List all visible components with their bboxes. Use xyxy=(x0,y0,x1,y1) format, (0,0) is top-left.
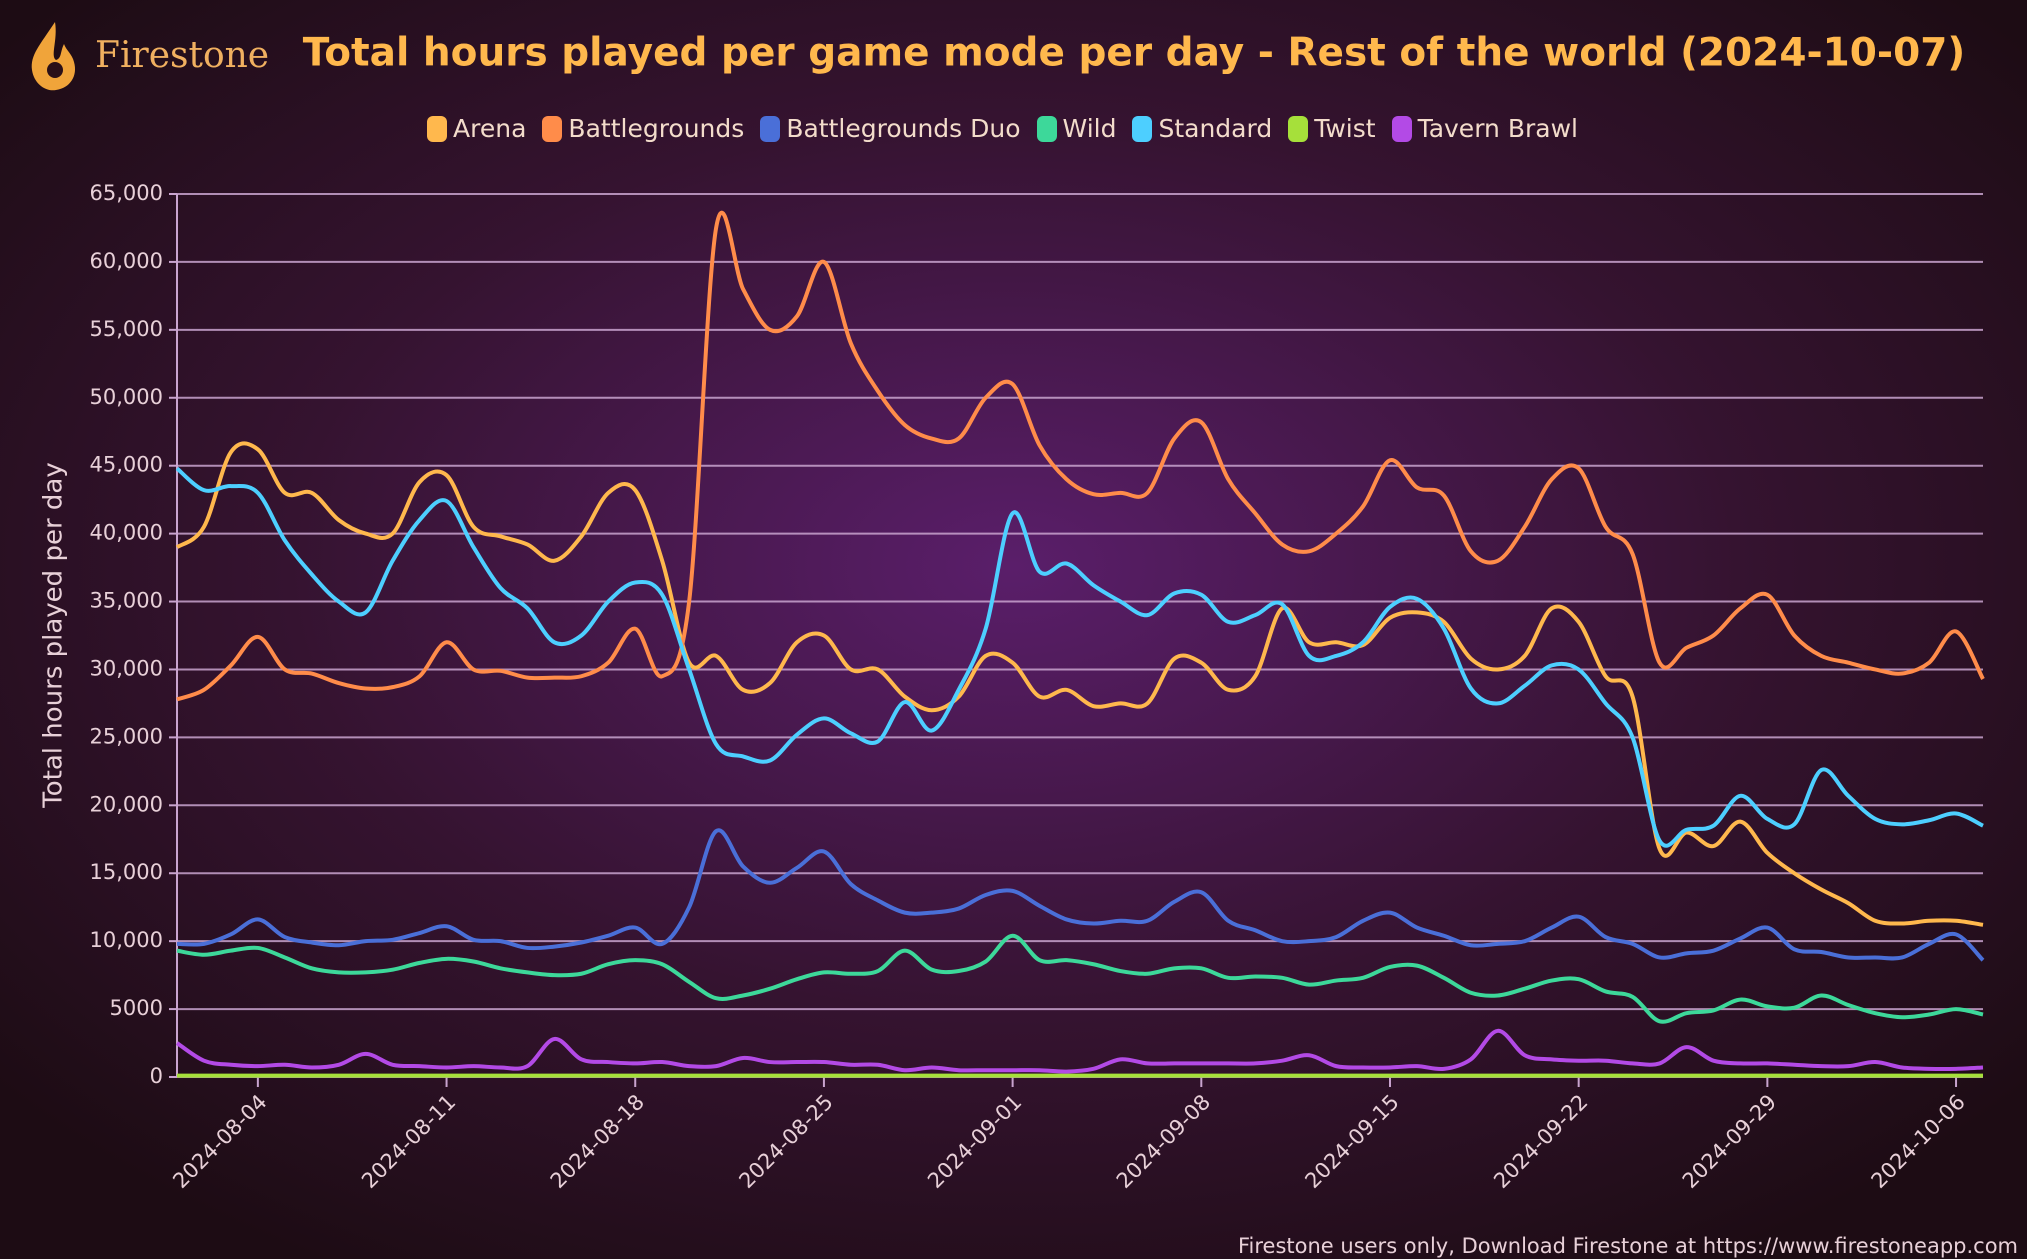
legend-label: Standard xyxy=(1158,114,1273,143)
series-line xyxy=(176,828,1985,962)
legend-swatch xyxy=(542,115,563,142)
y-tick-label: 35,000 xyxy=(90,589,163,613)
logo xyxy=(31,22,76,91)
series-line xyxy=(176,933,1984,1024)
series-line xyxy=(175,1028,1984,1074)
legend-item[interactable]: Tavern Brawl xyxy=(1391,114,1578,143)
y-tick-label: 0 xyxy=(150,1064,163,1088)
y-tick-label: 45,000 xyxy=(90,453,163,477)
footer: Firestone users only, Download Firestone… xyxy=(1238,1234,2018,1258)
y-tick-label: 15,000 xyxy=(90,860,163,884)
legend-label: Battlegrounds Duo xyxy=(786,114,1021,143)
y-tick-label: 65,000 xyxy=(90,181,163,205)
legend-swatch xyxy=(1132,115,1153,142)
y-tick-label: 25,000 xyxy=(90,724,163,748)
legend-swatch xyxy=(1288,115,1309,142)
legend-swatch xyxy=(1391,115,1412,142)
y-tick-label: 10,000 xyxy=(90,928,163,952)
legend-item[interactable]: Battlegrounds Duo xyxy=(760,114,1021,143)
y-tick-label: 50,000 xyxy=(90,385,163,409)
series-line xyxy=(175,441,1984,927)
legend-item[interactable]: Standard xyxy=(1132,114,1272,143)
y-axis-label: Total hours played per day xyxy=(39,462,69,808)
series-line xyxy=(176,210,1985,702)
y-tick-label: 30,000 xyxy=(90,656,163,680)
legend-label: Arena xyxy=(453,114,527,143)
y-tick-label: 40,000 xyxy=(90,521,163,545)
y-tick-label: 55,000 xyxy=(90,317,163,341)
chart-title: Total hours played per game mode per day… xyxy=(303,31,1965,76)
legend-swatch xyxy=(760,115,781,142)
legend-item[interactable]: Arena xyxy=(427,114,526,143)
legend-item[interactable]: Wild xyxy=(1036,114,1117,143)
legend-label: Tavern Brawl xyxy=(1417,114,1578,143)
legend-label: Battlegrounds xyxy=(568,114,745,143)
series-line xyxy=(175,466,1984,848)
legend-swatch xyxy=(1036,115,1057,142)
legend-label: Twist xyxy=(1314,114,1376,143)
y-tick-label: 60,000 xyxy=(90,249,163,273)
legend-label: Wild xyxy=(1062,114,1117,143)
logo-text: Firestone xyxy=(95,35,269,76)
legend: Arena Battlegrounds Battlegrounds Duo Wild S… xyxy=(40,114,1965,143)
legend-swatch xyxy=(427,115,448,142)
legend-item[interactable]: Battlegrounds xyxy=(542,114,744,143)
y-tick-label: 5000 xyxy=(110,996,163,1020)
y-tick-label: 20,000 xyxy=(90,792,163,816)
legend-item[interactable]: Twist xyxy=(1288,114,1376,143)
